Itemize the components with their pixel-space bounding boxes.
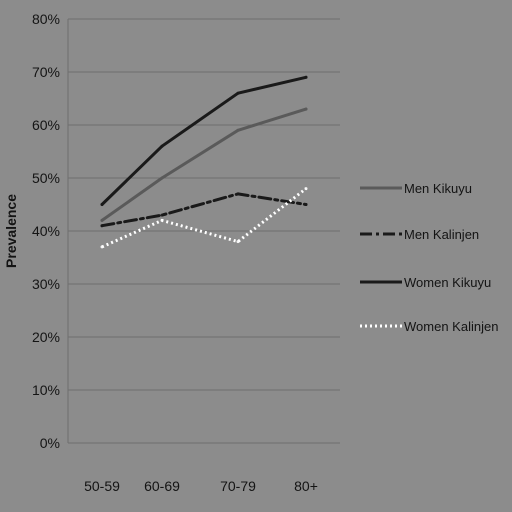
data-point [236, 91, 240, 95]
data-point [100, 245, 104, 249]
x-tick-label: 60-69 [144, 478, 180, 494]
series-line-4 [101, 187, 307, 249]
series-line-2 [100, 192, 308, 228]
data-point [160, 218, 164, 222]
y-tick-label: 50% [32, 170, 60, 186]
series-line-3 [100, 75, 308, 206]
legend-label: Women Kalinjen [404, 319, 498, 334]
legend-label: Men Kalinjen [404, 227, 479, 242]
data-point [304, 187, 308, 191]
x-tick-label: 50-59 [84, 478, 120, 494]
y-tick-label: 80% [32, 11, 60, 27]
data-point [100, 218, 104, 222]
legend-label: Women Kikuyu [404, 275, 491, 290]
y-tick-label: 10% [32, 382, 60, 398]
series-line-1 [100, 107, 308, 222]
data-point [304, 203, 308, 206]
data-point [100, 203, 104, 206]
y-tick-label: 40% [32, 223, 60, 239]
x-tick-label: 70-79 [220, 478, 256, 494]
data-point [304, 107, 308, 111]
data-point [160, 213, 164, 217]
y-tick-label: 30% [32, 276, 60, 292]
y-tick-label: 70% [32, 64, 60, 80]
data-point [160, 144, 164, 148]
data-point [236, 240, 240, 244]
y-axis-title: Prevalence [3, 194, 19, 268]
y-tick-label: 60% [32, 117, 60, 133]
y-tick-label: 0% [40, 435, 60, 451]
legend-label: Men Kikuyu [404, 181, 472, 196]
data-point [304, 75, 308, 79]
y-tick-label: 20% [32, 329, 60, 345]
data-point [236, 128, 240, 132]
data-point [160, 176, 164, 180]
x-tick-label: 80+ [294, 478, 318, 494]
data-point [236, 192, 240, 196]
data-point [100, 224, 104, 228]
